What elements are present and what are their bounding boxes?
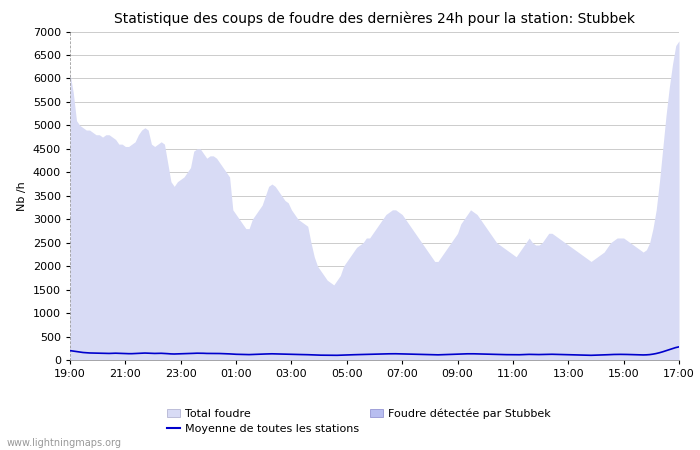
Y-axis label: Nb /h: Nb /h xyxy=(18,181,27,211)
Legend: Total foudre, Moyenne de toutes les stations, Foudre détectée par Stubbek: Total foudre, Moyenne de toutes les stat… xyxy=(167,408,550,434)
Title: Statistique des coups de foudre des dernières 24h pour la station: Stubbek: Statistique des coups de foudre des dern… xyxy=(114,12,635,26)
Text: www.lightningmaps.org: www.lightningmaps.org xyxy=(7,438,122,448)
